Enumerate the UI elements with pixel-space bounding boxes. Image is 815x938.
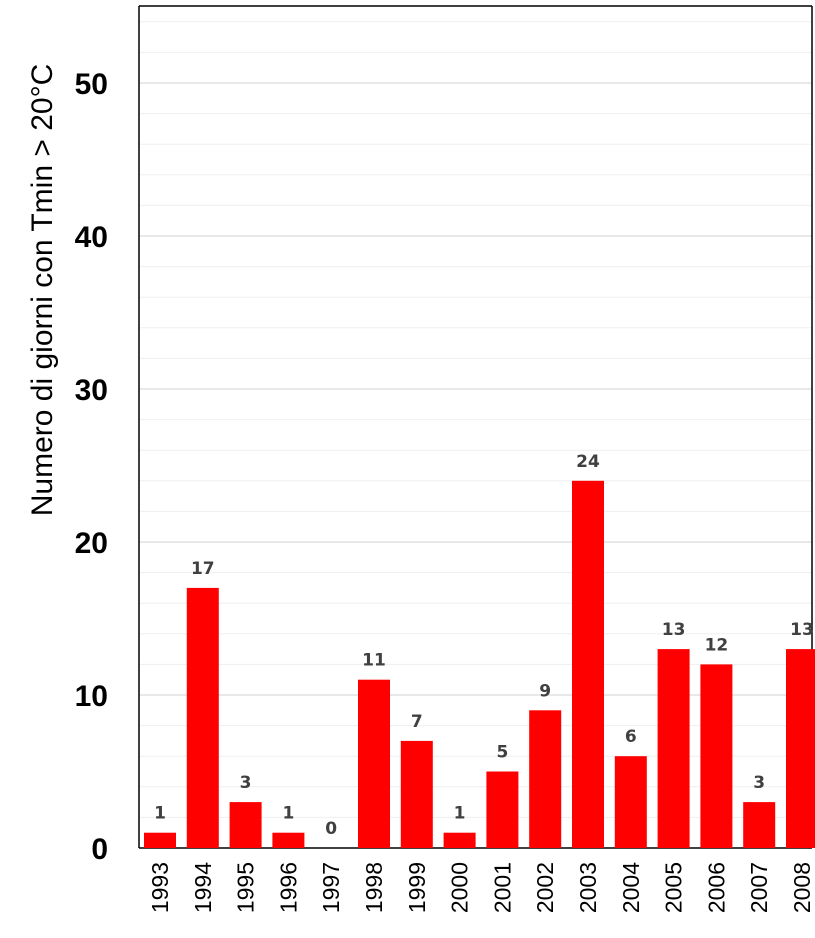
- bar-2004: [614, 756, 647, 848]
- data-label-2008: 13: [790, 620, 814, 640]
- bar-2008: [786, 649, 815, 848]
- minor-gridlines: [139, 21, 812, 818]
- bars: [144, 480, 815, 848]
- bar-1998: [358, 679, 390, 848]
- bar-1994: [186, 587, 219, 848]
- data-label-2005: 13: [662, 620, 686, 640]
- bar-2000: [443, 832, 476, 848]
- x-tick-label-2001: 2001: [489, 862, 515, 913]
- x-tick-label-2008: 2008: [789, 862, 815, 913]
- data-label-2002: 9: [539, 681, 551, 701]
- y-tick-label-30: 30: [75, 374, 108, 407]
- bar-2005: [657, 649, 690, 848]
- data-label-2006: 12: [705, 635, 729, 655]
- data-label-1996: 1: [282, 804, 294, 824]
- data-label-1997: 0: [325, 819, 337, 839]
- x-tick-label-2003: 2003: [575, 862, 601, 913]
- x-tick-label-2000: 2000: [447, 862, 473, 913]
- x-tick-label-2002: 2002: [532, 862, 558, 913]
- bar-1993: [144, 832, 176, 848]
- data-label-1999: 7: [411, 712, 423, 732]
- bar-1999: [400, 740, 433, 848]
- y-tick-label-50: 50: [75, 68, 108, 101]
- data-label-2000: 1: [454, 804, 466, 824]
- x-tick-label-1996: 1996: [275, 862, 301, 913]
- bar-2002: [529, 710, 562, 848]
- data-label-2001: 5: [496, 743, 508, 763]
- x-tick-label-1994: 1994: [190, 862, 216, 913]
- data-label-1994: 17: [191, 559, 215, 579]
- x-tick-label-2007: 2007: [746, 862, 772, 913]
- major-gridlines: [139, 82, 812, 696]
- y-tick-label-10: 10: [75, 680, 108, 713]
- bar-2003: [572, 480, 604, 848]
- x-tick-label-2005: 2005: [661, 862, 687, 913]
- bar-2007: [743, 802, 776, 848]
- y-tick-label-20: 20: [75, 527, 108, 560]
- x-tick-label-1993: 1993: [147, 862, 173, 913]
- data-label-1995: 3: [240, 773, 252, 793]
- x-tick-label-1995: 1995: [233, 862, 259, 913]
- data-label-2007: 3: [753, 773, 765, 793]
- x-tick-labels: 1993 1994 1995 1996 1997 1998 1999 2000 2001 2002…: [147, 862, 815, 913]
- x-tick-label-1997: 1997: [318, 862, 344, 913]
- y-tick-label-40: 40: [75, 221, 108, 254]
- data-label-1998: 11: [362, 651, 386, 671]
- bar-1995: [229, 802, 262, 848]
- y-tick-labels: 0 10 20 30 40 50: [75, 68, 108, 866]
- y-axis-label: Numero di giorni con Tmin > 20°C: [26, 64, 59, 516]
- x-tick-label-1999: 1999: [404, 862, 430, 913]
- data-label-2004: 6: [625, 727, 637, 747]
- bar-2001: [486, 771, 519, 848]
- x-tick-label-2004: 2004: [618, 862, 644, 913]
- x-tick-label-1998: 1998: [361, 862, 387, 913]
- y-tick-label-0: 0: [91, 833, 108, 866]
- data-label-2003: 24: [576, 452, 600, 472]
- bar-1996: [272, 832, 305, 848]
- x-tick-label-2006: 2006: [703, 862, 729, 913]
- bar-2006: [700, 664, 733, 848]
- data-label-1993: 1: [154, 804, 166, 824]
